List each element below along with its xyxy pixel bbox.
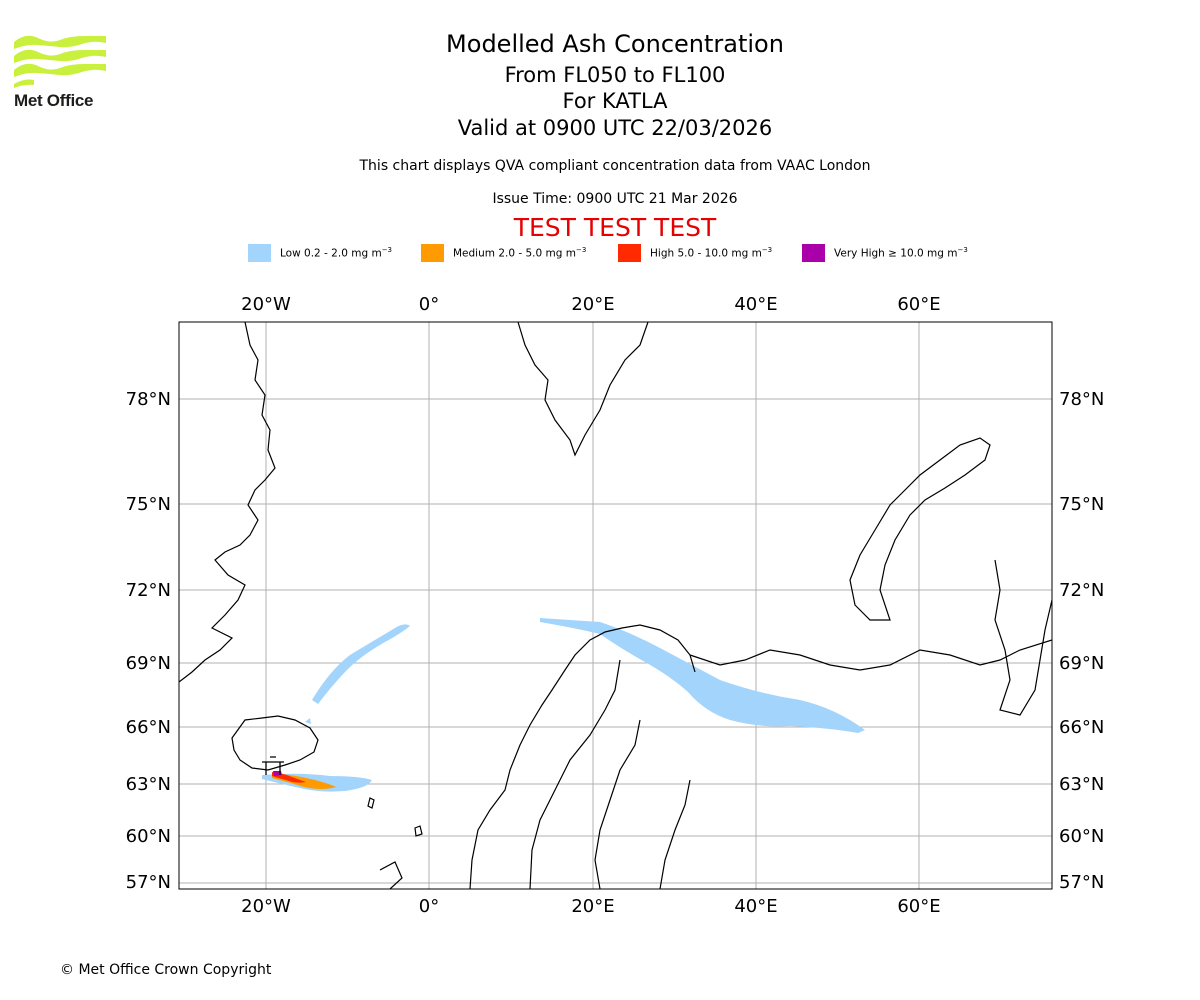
gridlines — [179, 322, 1052, 889]
legend-label-low: Low 0.2 - 2.0 mg m−3 — [280, 246, 393, 260]
lat-tick: 78°N — [126, 389, 171, 410]
valid-time: Valid at 0900 UTC 22/03/2026 — [457, 116, 773, 140]
lon-tick: 60°E — [897, 896, 940, 917]
lat-ticks-right: 78°N 75°N 72°N 69°N 66°N 63°N 60°N 57°N — [1059, 389, 1104, 893]
lon-tick: 20°W — [241, 896, 291, 917]
lat-tick: 63°N — [126, 774, 171, 795]
legend-swatch-low — [248, 244, 271, 262]
lat-tick: 75°N — [1059, 494, 1104, 515]
issue-time: Issue Time: 0900 UTC 21 Mar 2026 — [492, 191, 738, 207]
ash-low — [262, 618, 865, 792]
lon-ticks-bottom: 20°W 0° 20°E 40°E 60°E — [241, 896, 940, 917]
lat-tick: 69°N — [1059, 653, 1104, 674]
coastlines — [179, 322, 1052, 889]
lon-tick: 0° — [419, 896, 439, 917]
lat-tick: 78°N — [1059, 389, 1104, 410]
lat-tick: 75°N — [126, 494, 171, 515]
lat-ticks-left: 78°N 75°N 72°N 69°N 66°N 63°N 60°N 57°N — [126, 389, 171, 893]
lat-tick: 66°N — [1059, 717, 1104, 738]
lat-tick: 66°N — [126, 717, 171, 738]
chart-title: Modelled Ash Concentration — [446, 30, 784, 58]
copyright: © Met Office Crown Copyright — [60, 962, 272, 978]
legend-swatch-very-high — [802, 244, 825, 262]
test-banner: TEST TEST TEST — [513, 213, 717, 242]
lon-tick: 60°E — [897, 294, 940, 315]
lat-tick: 57°N — [126, 872, 171, 893]
lat-tick: 72°N — [1059, 580, 1104, 601]
lon-tick: 20°W — [241, 294, 291, 315]
lon-tick: 20°E — [571, 294, 614, 315]
met-office-logo — [14, 35, 106, 88]
level-range: From FL050 to FL100 — [504, 63, 726, 87]
legend-swatch-medium — [421, 244, 444, 262]
lon-tick: 40°E — [734, 294, 777, 315]
lat-tick: 63°N — [1059, 774, 1104, 795]
lon-tick: 20°E — [571, 896, 614, 917]
legend-label-medium: Medium 2.0 - 5.0 mg m−3 — [453, 246, 587, 260]
lat-tick: 69°N — [126, 653, 171, 674]
volcano-marker — [262, 756, 284, 775]
lon-ticks-top: 20°W 0° 20°E 40°E 60°E — [241, 294, 940, 315]
legend-label-very-high: Very High ≥ 10.0 mg m−3 — [834, 246, 968, 260]
lon-tick: 0° — [419, 294, 439, 315]
lon-tick: 40°E — [734, 896, 777, 917]
legend-swatch-high — [618, 244, 641, 262]
volcano-name: For KATLA — [562, 89, 668, 113]
lat-tick: 60°N — [126, 826, 171, 847]
legend-label-high: High 5.0 - 10.0 mg m−3 — [650, 246, 773, 260]
compliance-note: This chart displays QVA compliant concen… — [359, 158, 871, 174]
lat-tick: 72°N — [126, 580, 171, 601]
brand-name: Met Office — [14, 91, 94, 110]
lat-tick: 60°N — [1059, 826, 1104, 847]
lat-tick: 57°N — [1059, 872, 1104, 893]
map-frame — [178, 321, 1053, 890]
